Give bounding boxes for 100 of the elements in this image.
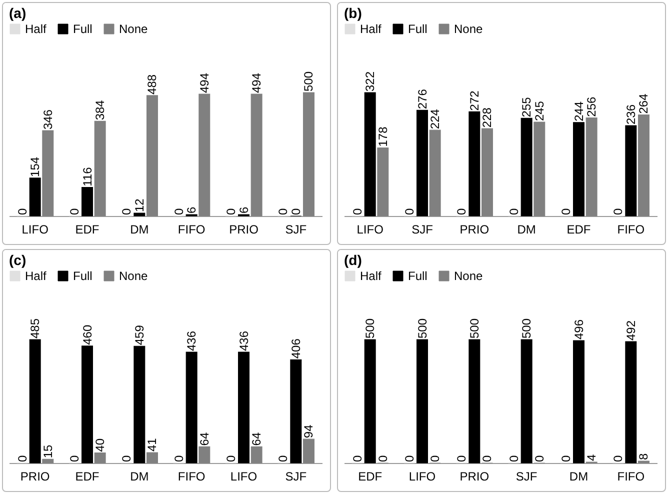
data-label: 0 <box>506 455 521 462</box>
data-label: 224 <box>428 108 442 130</box>
data-label: 492 <box>624 320 638 340</box>
data-label: 6 <box>184 206 199 214</box>
bar <box>250 94 262 216</box>
bar <box>468 111 480 216</box>
data-label: 494 <box>250 72 264 93</box>
bar <box>416 339 428 464</box>
data-label: 496 <box>572 319 586 340</box>
data-label: 0 <box>15 208 30 215</box>
bar <box>429 130 441 216</box>
data-label: 178 <box>376 126 390 147</box>
x-tick-label: PRIO <box>229 222 258 236</box>
legend-label: None <box>119 22 148 36</box>
data-label: 0 <box>428 455 442 462</box>
data-label: 460 <box>80 324 94 345</box>
bar <box>198 446 210 464</box>
legend-label: Full <box>73 269 92 283</box>
data-label: 0 <box>224 208 238 215</box>
x-tick-label: DM <box>569 470 588 484</box>
legend-label: Half <box>25 22 48 36</box>
data-label: 0 <box>350 455 364 462</box>
data-label: 264 <box>636 93 651 114</box>
data-label: 0 <box>532 455 546 462</box>
bar <box>82 346 93 464</box>
data-label: 406 <box>288 338 303 359</box>
bar <box>250 446 262 464</box>
bar <box>134 346 146 464</box>
chart-title: (b) <box>344 5 362 21</box>
x-tick-label: SJF <box>285 470 307 484</box>
bar <box>82 187 93 216</box>
x-tick-label: SJF <box>412 222 433 236</box>
x-tick-label: LIFO <box>408 470 436 484</box>
bar <box>625 341 637 464</box>
data-label: 0 <box>611 208 626 215</box>
bar <box>625 125 637 216</box>
data-label: 500 <box>302 71 316 92</box>
data-label: 485 <box>28 318 42 339</box>
bar <box>94 120 106 216</box>
data-label: 500 <box>520 318 534 339</box>
data-label: 500 <box>467 318 482 339</box>
data-label: 272 <box>467 90 482 111</box>
bar <box>42 458 54 464</box>
bar <box>534 122 546 216</box>
data-label: 500 <box>415 318 430 339</box>
data-label: 0 <box>611 455 626 462</box>
data-label: 15 <box>40 444 55 458</box>
data-label: 256 <box>584 96 599 117</box>
bar <box>186 352 198 464</box>
data-label: 384 <box>93 100 108 120</box>
legend-label: None <box>454 22 484 36</box>
data-label: 4 <box>584 454 599 462</box>
chart-title: (a) <box>9 5 26 21</box>
x-tick-label: DM <box>517 222 536 236</box>
bar <box>198 94 210 216</box>
x-tick-label: FIFO <box>617 470 645 484</box>
data-label: 0 <box>67 455 82 462</box>
data-label: 0 <box>67 208 82 215</box>
data-label: 64 <box>197 432 212 446</box>
legend-label: Half <box>360 22 382 36</box>
x-tick-label: FIFO <box>178 470 206 484</box>
x-tick-label: EDF <box>358 470 382 484</box>
data-label: 40 <box>93 438 108 452</box>
data-label: 154 <box>28 156 42 177</box>
bar <box>238 352 250 464</box>
data-label: 116 <box>80 166 94 186</box>
bar <box>573 122 584 216</box>
data-label: 0 <box>480 455 494 462</box>
data-label: 0 <box>172 208 186 215</box>
bar <box>29 339 41 464</box>
data-label: 0 <box>454 208 469 215</box>
x-tick-label: SJF <box>516 470 538 484</box>
bar <box>416 110 428 216</box>
data-label: 0 <box>454 455 469 462</box>
data-label: 0 <box>120 455 134 462</box>
data-label: 346 <box>40 109 55 130</box>
bar <box>481 128 493 216</box>
legend-label: None <box>119 269 148 283</box>
data-label: 276 <box>415 88 430 110</box>
bar <box>586 118 598 216</box>
data-label: 244 <box>572 101 586 122</box>
x-tick-label: EDF <box>75 222 100 236</box>
data-label: 459 <box>132 324 146 346</box>
x-tick-label: LIFO <box>22 222 48 236</box>
data-label: 0 <box>506 208 521 215</box>
bar <box>42 130 54 216</box>
x-tick-label: DM <box>130 222 149 236</box>
data-label: 488 <box>145 74 160 94</box>
chart-title: (c) <box>9 252 26 268</box>
legend-label: Full <box>408 269 428 283</box>
legend-label: Half <box>25 269 48 283</box>
data-label: 228 <box>480 107 494 128</box>
data-label: 41 <box>145 438 160 452</box>
data-label: 236 <box>624 104 638 124</box>
x-tick-label: PRIO <box>460 470 490 484</box>
legend-label: Full <box>408 22 428 36</box>
data-label: 0 <box>402 455 416 462</box>
data-label: 0 <box>402 208 416 215</box>
x-tick-label: PRIO <box>460 222 490 236</box>
data-label: 322 <box>363 71 378 92</box>
